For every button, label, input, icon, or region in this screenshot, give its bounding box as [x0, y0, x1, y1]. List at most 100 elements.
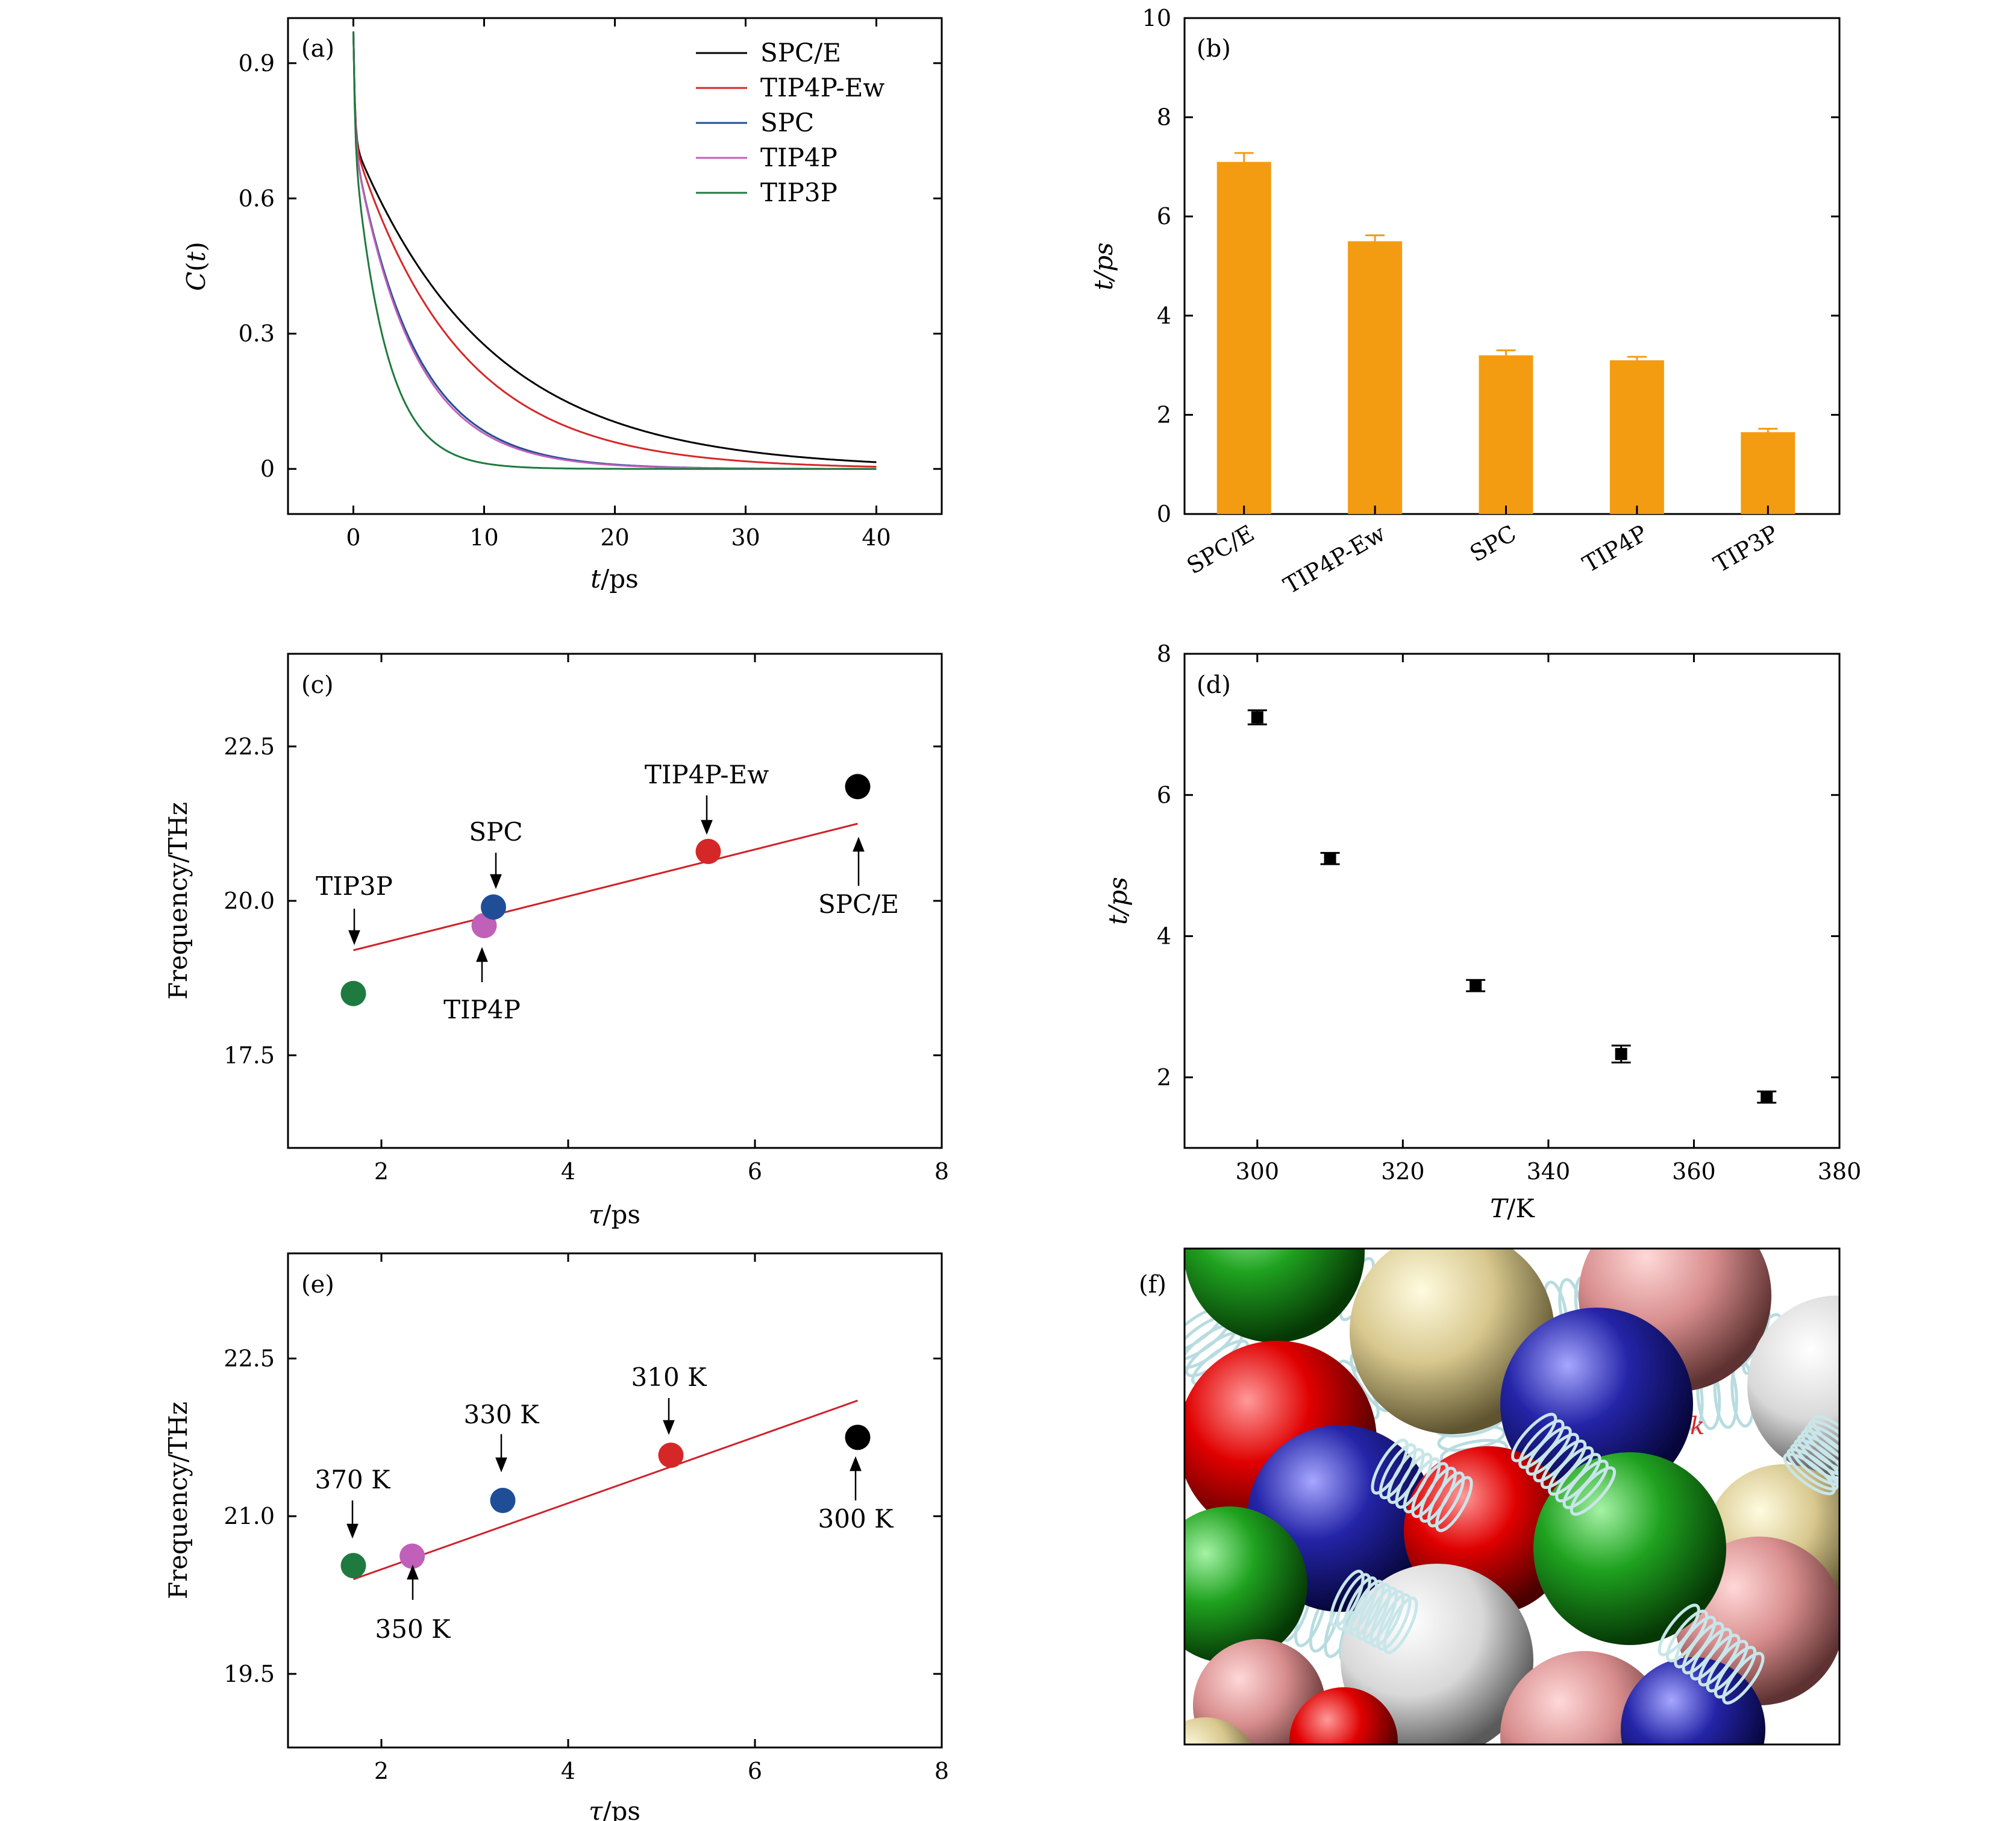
fit-line	[353, 823, 858, 951]
category-label: TIP4P-Ew	[1279, 519, 1390, 599]
panel-b-ticks: 0 2 4 6 8 10	[1142, 5, 1839, 527]
category-label: TIP3P	[1709, 520, 1783, 578]
y-tick-label: 10	[1142, 5, 1171, 31]
y-tick-label: 4	[1157, 923, 1171, 950]
panel-d-ticks: 300 320 340 360 380 2 4 6 8	[1157, 641, 1861, 1185]
panel-f: k (f)	[1139, 1247, 1841, 1746]
x-tick-label: 10	[469, 524, 498, 551]
legend-label: SPC	[760, 108, 814, 137]
x-tick-label: 340	[1527, 1158, 1571, 1185]
point-spc-e	[845, 774, 871, 800]
spring-coil	[1356, 1583, 1392, 1641]
point-370k	[1761, 1091, 1773, 1103]
y-tick-label: 8	[1157, 104, 1171, 131]
y-tick-label: 0.3	[239, 321, 275, 347]
spring-coil	[1383, 1596, 1418, 1655]
panel-f-frame	[1183, 1247, 1841, 1746]
y-tick-label: 6	[1157, 203, 1171, 230]
panel-c-label: (c)	[301, 671, 334, 699]
label-350k: 350 K	[375, 1614, 452, 1644]
point-330-k	[490, 1488, 516, 1513]
point-300k	[1251, 711, 1263, 724]
panel-c-ticks: 2 4 6 8 17.5 20.0 22.5	[224, 654, 949, 1185]
spring-coil	[1336, 1573, 1371, 1631]
y-tick-label: 17.5	[224, 1042, 275, 1068]
spring-coil	[1808, 1420, 1839, 1462]
legend-label: TIP3P	[760, 178, 837, 207]
spring-coil	[1786, 1448, 1839, 1491]
panel-d-frame	[1183, 653, 1841, 1149]
category-label: SPC/E	[1182, 520, 1259, 580]
bar-spc	[1479, 355, 1533, 514]
spring-coil	[1783, 1452, 1836, 1496]
x-tick-label: 320	[1381, 1158, 1425, 1185]
series-line-tip3p	[352, 31, 877, 470]
spring-coil	[1804, 1425, 1839, 1467]
y-tick-label: 21.0	[224, 1503, 275, 1529]
bar-spc-e	[1216, 161, 1271, 514]
x-tick-label: 380	[1818, 1158, 1862, 1185]
point-tip3p	[340, 980, 366, 1006]
legend-label: SPC/E	[760, 38, 841, 67]
label-tip4p: TIP4P	[443, 995, 521, 1024]
panel-b-label: (b)	[1197, 35, 1231, 63]
x-tick-label: 0	[346, 524, 360, 551]
panel-b: SPC/E TIP4P-Ew SPC TIP4P TIP3P 0 2 4 6 8 10 (b) t…	[1089, 5, 1841, 599]
point-350-k	[399, 1543, 425, 1569]
panel-b-bars: SPC/E TIP4P-Ew SPC TIP4P TIP3P	[1182, 152, 1795, 599]
spring-coil	[1349, 1579, 1385, 1638]
point-350k	[1615, 1048, 1627, 1061]
panel-e-xlabel: τ/ps	[589, 1796, 640, 1821]
spring-coil	[1570, 1466, 1617, 1516]
y-tick-label: 0.6	[239, 185, 275, 212]
y-tick-label: 4	[1157, 302, 1171, 329]
panel-a-xlabel: t/ps	[590, 564, 638, 594]
y-tick-label: 6	[1157, 782, 1171, 808]
panel-c-arrows	[348, 795, 865, 982]
series-line-spc-e	[352, 31, 877, 463]
bar-tip3p	[1741, 432, 1795, 514]
panel-e-arrows	[346, 1398, 862, 1600]
spring-constant-label: k	[1690, 1412, 1705, 1440]
x-tick-label: 20	[600, 524, 629, 551]
x-tick-label: 360	[1672, 1158, 1716, 1185]
spring-coil	[1329, 1569, 1365, 1628]
spring-coil	[1714, 1646, 1757, 1699]
label-tip3p: TIP3P	[316, 871, 393, 901]
panel-d-xlabel: T/K	[1490, 1194, 1535, 1223]
spring-coil	[1797, 1434, 1839, 1477]
y-tick-label: 0	[260, 456, 275, 482]
panel-d-label: (d)	[1197, 671, 1231, 699]
panel-a-curves	[352, 31, 877, 470]
sphere-pink	[1193, 1639, 1326, 1744]
point-310k	[1324, 852, 1336, 865]
panel-a-ticks: 0 10 20 30 40 0 0.3 0.6 0.9	[239, 18, 942, 551]
label-310k: 310 K	[631, 1362, 708, 1392]
point-330k	[1470, 979, 1482, 992]
bar-tip4p-ew	[1348, 241, 1403, 514]
spring-coil	[1370, 1590, 1405, 1647]
y-tick-label: 22.5	[224, 733, 275, 760]
spring-coil	[1376, 1593, 1412, 1651]
y-tick-label: 2	[1157, 401, 1171, 428]
y-tick-label: 19.5	[224, 1661, 275, 1687]
legend-label: TIP4P-Ew	[760, 73, 884, 102]
panel-d-plot	[1247, 709, 1777, 1104]
x-tick-label: 2	[374, 1758, 389, 1784]
y-tick-label: 2	[1157, 1064, 1171, 1091]
panel-d-ylabel: t/ps	[1103, 877, 1133, 924]
label-spc: SPC	[469, 817, 522, 847]
panel-e-plot	[340, 1399, 871, 1581]
sphere-red	[1289, 1687, 1398, 1744]
panel-e-frame	[287, 1252, 943, 1749]
panel-c-xlabel: τ/ps	[589, 1200, 640, 1229]
x-tick-label: 300	[1236, 1158, 1280, 1185]
category-label: TIP4P	[1578, 520, 1651, 578]
spring-coil	[1790, 1443, 1839, 1486]
x-tick-label: 40	[862, 524, 891, 551]
sphere-green	[1185, 1506, 1307, 1663]
y-tick-label: 8	[1157, 641, 1171, 667]
spring-coil	[1435, 1476, 1473, 1532]
spring-coil	[1800, 1429, 1839, 1472]
